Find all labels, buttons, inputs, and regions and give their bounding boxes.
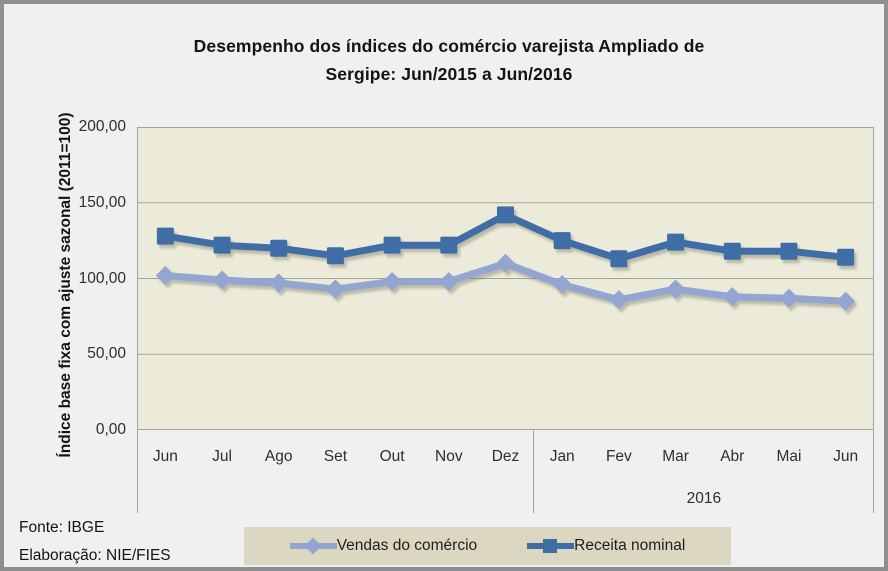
y-tick-label-200: 200,00 <box>78 118 126 135</box>
receita-data-point <box>667 233 685 251</box>
receita-series <box>156 206 855 268</box>
receita-data-point <box>780 242 798 260</box>
vendas-data-point <box>212 270 232 290</box>
x-tick-label-12-jun: Jun <box>833 448 859 465</box>
square-marker-icon <box>543 539 558 553</box>
x-tick-label-2-ago: Ago <box>264 448 293 465</box>
x-tick-label-7-jan: Jan <box>549 448 575 465</box>
x-axis-left-line <box>137 430 138 513</box>
receita-line-swatch <box>527 536 575 556</box>
vendas-data-point <box>325 279 345 299</box>
receita-data-point <box>723 242 741 260</box>
x-tick-label-8-fev: Fev <box>605 448 632 465</box>
y-tick-label-100: 100,00 <box>78 269 126 287</box>
x-tick-label-6-dez: Dez <box>491 448 520 465</box>
chart-legend: Vendas do comércio Receita nominal <box>244 527 731 565</box>
vendas-data-point <box>666 279 686 299</box>
vendas-data-point <box>722 287 742 307</box>
legend-label-receita: Receita nominal <box>574 537 686 554</box>
chart-title-line-1: Desempenho dos índices do comércio varej… <box>193 36 705 56</box>
vendas-data-point <box>552 275 572 295</box>
plot-area-svg <box>137 127 874 430</box>
x-axis-right-line <box>873 430 874 513</box>
x-tick-label-3-set: Set <box>323 448 348 465</box>
receita-data-point <box>326 247 344 265</box>
vendas-data-point <box>609 290 629 310</box>
receita-data-point <box>497 206 514 224</box>
x-tick-label-0-jun: Jun <box>152 448 178 465</box>
receita-data-point <box>270 239 288 257</box>
x-tick-label-5-nov: Nov <box>435 448 463 465</box>
x-tick-label-1-jul: Jul <box>212 448 232 465</box>
receita-data-point <box>610 250 628 268</box>
receita-data-point <box>383 236 401 254</box>
diamond-marker-icon <box>304 537 322 555</box>
x-tick-label-9-mar: Mar <box>662 448 689 465</box>
chart-title-line-2: Sergipe: Jun/2015 a Jun/2016 <box>325 64 573 84</box>
elaboration-text: Elaboração: NIE/FIES <box>19 547 171 564</box>
receita-data-point <box>156 227 174 245</box>
y-tick-label-0: 0,00 <box>95 421 126 438</box>
vendas-line-swatch <box>289 536 337 556</box>
y-tick-label-50: 50,00 <box>87 345 126 363</box>
vendas-data-point <box>836 291 856 311</box>
legend-item-vendas: Vendas do comércio <box>289 536 478 556</box>
y-tick-label-150: 150,00 <box>78 193 126 211</box>
vendas-data-point <box>269 273 289 293</box>
x-axis-year-divider <box>533 430 534 513</box>
vendas-data-point <box>779 288 799 308</box>
receita-data-point <box>213 236 231 254</box>
legend-item-receita: Receita nominal <box>527 536 685 556</box>
x-tick-label-10-abr: Abr <box>720 448 745 465</box>
x-tick-label-11-mai: Mai <box>776 448 802 465</box>
receita-data-point <box>553 232 571 250</box>
source-text: Fonte: IBGE <box>19 519 105 536</box>
receita-data-point <box>440 236 458 254</box>
chart-title: Desempenho dos índices do comércio varej… <box>14 32 884 88</box>
x-axis-year-label: 2016 <box>686 490 722 507</box>
receita-data-point <box>837 248 855 266</box>
x-tick-label-4-out: Out <box>379 448 405 465</box>
legend-label-vendas: Vendas do comércio <box>336 537 478 554</box>
